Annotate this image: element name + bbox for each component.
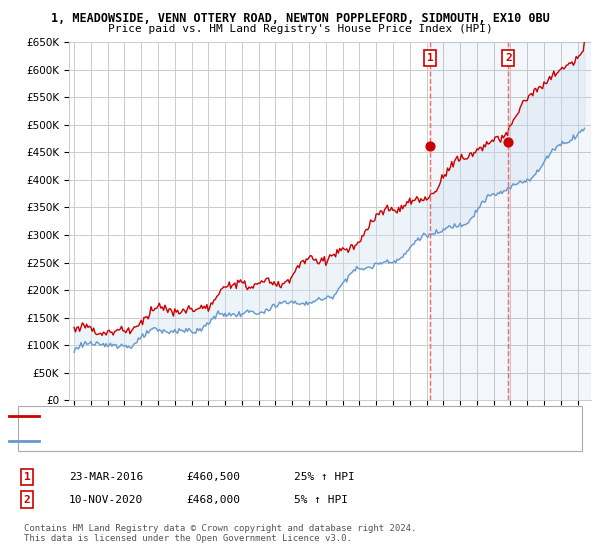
Text: 2: 2 xyxy=(505,53,512,63)
Text: 1, MEADOWSIDE, VENN OTTERY ROAD, NEWTON POPPLEFORD, SIDMOUTH, EX10 0BU: 1, MEADOWSIDE, VENN OTTERY ROAD, NEWTON … xyxy=(50,12,550,25)
Text: £468,000: £468,000 xyxy=(186,494,240,505)
Text: HPI: Average price, detached house, East Devon: HPI: Average price, detached house, East… xyxy=(45,436,315,446)
Bar xyxy=(430,42,508,400)
Point xyxy=(503,138,513,147)
Text: £460,500: £460,500 xyxy=(186,472,240,482)
Point xyxy=(425,142,435,151)
Text: 2: 2 xyxy=(23,494,31,505)
Text: Contains HM Land Registry data © Crown copyright and database right 2024.
This d: Contains HM Land Registry data © Crown c… xyxy=(24,524,416,543)
Text: 1, MEADOWSIDE, VENN OTTERY ROAD, NEWTON POPPLEFORD, SIDMOUTH, EX10 0BU (d: 1, MEADOWSIDE, VENN OTTERY ROAD, NEWTON … xyxy=(45,411,474,421)
Text: 23-MAR-2016: 23-MAR-2016 xyxy=(69,472,143,482)
Text: 10-NOV-2020: 10-NOV-2020 xyxy=(69,494,143,505)
Text: Price paid vs. HM Land Registry's House Price Index (HPI): Price paid vs. HM Land Registry's House … xyxy=(107,24,493,34)
Text: 25% ↑ HPI: 25% ↑ HPI xyxy=(294,472,355,482)
Text: 1: 1 xyxy=(427,53,434,63)
Text: 5% ↑ HPI: 5% ↑ HPI xyxy=(294,494,348,505)
Text: 1: 1 xyxy=(23,472,31,482)
Bar xyxy=(508,42,591,400)
